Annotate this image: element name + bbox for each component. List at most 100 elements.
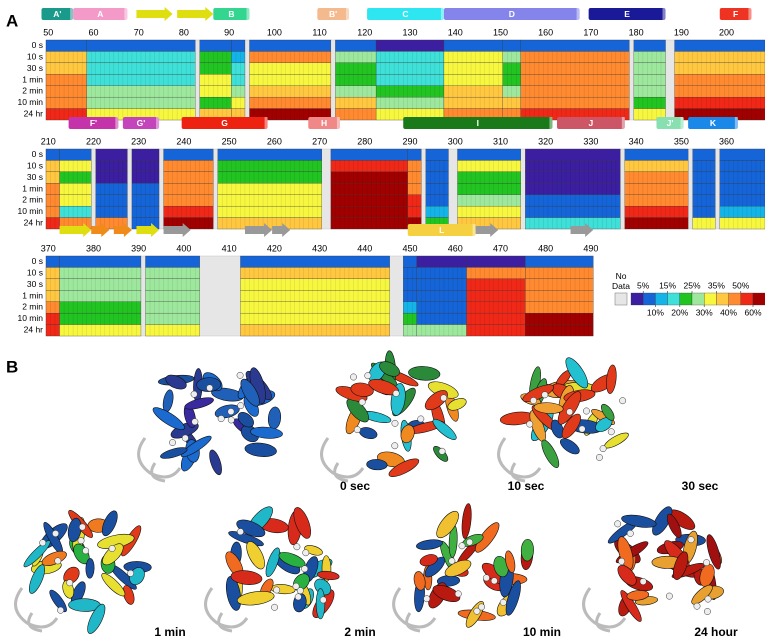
helix-label: B: [228, 9, 234, 19]
x-tick-label: 210: [41, 136, 56, 146]
helix-ribbon: [558, 436, 582, 457]
uptake-cell: [335, 74, 376, 85]
helix-end: [346, 8, 349, 20]
uptake-cell: [625, 149, 688, 160]
uptake-cell: [331, 172, 408, 183]
residue-label-marker: [608, 429, 614, 435]
uptake-cell: [417, 302, 467, 313]
time-label: 24 hr: [24, 109, 44, 119]
uptake-cell: [693, 172, 716, 183]
time-label: 2 min: [22, 302, 43, 312]
legend-label: 25%: [683, 280, 700, 290]
residue-label-marker: [359, 399, 365, 405]
structure-caption: 10 sec: [508, 479, 545, 493]
uptake-cell: [467, 279, 526, 290]
x-tick-label: 340: [629, 136, 644, 146]
x-tick-label: 290: [403, 136, 418, 146]
uptake-cell: [444, 40, 503, 51]
x-tick-label: 300: [448, 136, 463, 146]
uptake-cell: [164, 149, 214, 160]
uptake-cell: [503, 40, 521, 51]
uptake-cell: [525, 313, 593, 324]
uptake-cell: [521, 40, 630, 51]
legend-label: 50%: [732, 280, 749, 290]
x-tick-label: 430: [312, 243, 327, 253]
residue-label-marker: [640, 578, 646, 584]
residue-label-marker: [579, 426, 585, 432]
residue-label-marker: [301, 566, 307, 572]
uptake-cell: [240, 290, 389, 301]
uptake-cell: [403, 267, 417, 278]
uptake-cell: [426, 160, 449, 171]
uptake-cell: [46, 325, 60, 336]
residue-label-marker: [192, 419, 198, 425]
uptake-cell: [634, 86, 666, 97]
residue-label-marker: [466, 539, 472, 545]
helix-ribbon: [358, 426, 378, 441]
structure-caption: 24 hour: [694, 625, 738, 639]
strand: [136, 7, 172, 21]
uptake-cell: [231, 51, 245, 62]
time-label: 0 s: [32, 40, 43, 50]
residue-label-marker: [228, 408, 234, 414]
uptake-cell: [467, 256, 526, 267]
x-tick-label: 170: [583, 27, 598, 37]
uptake-cell: [335, 51, 376, 62]
uptake-cell: [46, 172, 60, 183]
residue-label-marker: [293, 583, 299, 589]
protein-structure: [394, 503, 535, 631]
uptake-cell: [426, 195, 449, 206]
uptake-cell: [60, 195, 92, 206]
helix-end: [70, 8, 73, 20]
uptake-cell: [467, 302, 526, 313]
helix-end: [622, 117, 625, 129]
uptake-cell: [164, 195, 214, 206]
residue-label-marker: [66, 580, 72, 586]
residue-label-marker: [78, 537, 84, 543]
uptake-cell: [60, 183, 92, 194]
helix-ribbon: [207, 449, 224, 477]
uptake-cell: [200, 86, 232, 97]
uptake-cell: [240, 267, 389, 278]
x-tick-label: 470: [493, 243, 508, 253]
uptake-cell: [458, 149, 521, 160]
x-tick-label: 110: [312, 27, 326, 37]
uptake-cell: [231, 63, 245, 74]
uptake-cell: [218, 172, 322, 183]
x-tick-label: 400: [176, 243, 191, 253]
uptake-cell: [467, 290, 526, 301]
residue-label-marker: [191, 391, 197, 397]
uptake-cell: [525, 160, 620, 171]
helix-label: L: [439, 225, 444, 235]
helix-end: [681, 117, 684, 129]
legend-label: 15%: [659, 280, 676, 290]
helix-end: [246, 8, 249, 20]
uptake-cell: [331, 160, 408, 171]
uptake-cell: [417, 313, 467, 324]
loop: [499, 438, 540, 481]
uptake-cell: [675, 40, 765, 51]
uptake-cell: [164, 183, 214, 194]
residue-label-marker: [596, 454, 602, 460]
uptake-cell: [46, 74, 87, 85]
helix-label: F': [90, 118, 97, 128]
uptake-cell: [720, 149, 765, 160]
legend-label: 40%: [720, 307, 737, 317]
loop: [394, 588, 435, 631]
uptake-cell: [46, 149, 60, 160]
uptake-cell: [417, 279, 467, 290]
time-label: 10 s: [27, 267, 43, 277]
uptake-cell: [525, 195, 620, 206]
helix-label: J: [589, 118, 594, 128]
residue-label-marker: [705, 596, 711, 602]
uptake-cell: [46, 279, 60, 290]
uptake-cell: [408, 149, 422, 160]
residue-label-marker: [542, 392, 548, 398]
helix-label: C: [402, 9, 408, 19]
uptake-cell: [444, 51, 503, 62]
uptake-cell: [231, 86, 245, 97]
x-tick-label: 370: [41, 243, 56, 253]
helix-ribbon: [433, 508, 463, 541]
uptake-cell: [331, 149, 408, 160]
uptake-cell: [403, 279, 417, 290]
